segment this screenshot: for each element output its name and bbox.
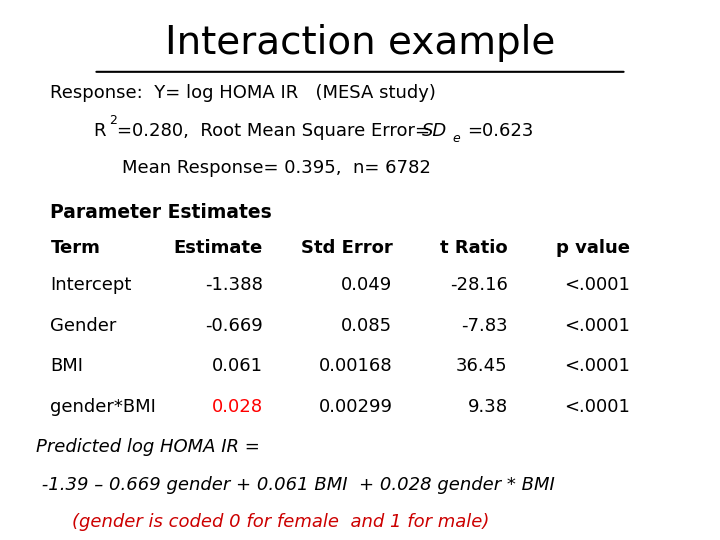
Text: 9.38: 9.38 <box>467 398 508 416</box>
Text: SD: SD <box>422 122 447 139</box>
Text: <.0001: <.0001 <box>564 276 630 294</box>
Text: Interaction example: Interaction example <box>165 24 555 62</box>
Text: 0.00168: 0.00168 <box>319 357 392 375</box>
Text: -28.16: -28.16 <box>450 276 508 294</box>
Text: -7.83: -7.83 <box>461 317 508 335</box>
Text: Gender: Gender <box>50 317 117 335</box>
Text: <.0001: <.0001 <box>564 398 630 416</box>
Text: -1.388: -1.388 <box>205 276 263 294</box>
Text: -1.39 – 0.669 gender + 0.061 BMI  + 0.028 gender * BMI: -1.39 – 0.669 gender + 0.061 BMI + 0.028… <box>36 476 554 494</box>
Text: 36.45: 36.45 <box>456 357 508 375</box>
Text: 2: 2 <box>109 114 117 127</box>
Text: 0.061: 0.061 <box>212 357 263 375</box>
Text: BMI: BMI <box>50 357 84 375</box>
Text: Predicted log HOMA IR =: Predicted log HOMA IR = <box>36 438 260 456</box>
Text: e: e <box>453 132 461 145</box>
Text: <.0001: <.0001 <box>564 317 630 335</box>
Text: 0.085: 0.085 <box>341 317 392 335</box>
Text: =0.280,  Root Mean Square Error=: =0.280, Root Mean Square Error= <box>117 122 431 139</box>
Text: Intercept: Intercept <box>50 276 132 294</box>
Text: Std Error: Std Error <box>301 239 392 256</box>
Text: Mean Response= 0.395,  n= 6782: Mean Response= 0.395, n= 6782 <box>122 159 431 177</box>
Text: (gender is coded 0 for female  and 1 for male): (gender is coded 0 for female and 1 for … <box>72 513 490 531</box>
Text: 0.049: 0.049 <box>341 276 392 294</box>
Text: -0.669: -0.669 <box>205 317 263 335</box>
Text: Term: Term <box>50 239 100 256</box>
Text: gender*BMI: gender*BMI <box>50 398 156 416</box>
Text: Estimate: Estimate <box>174 239 263 256</box>
Text: Parameter Estimates: Parameter Estimates <box>50 202 272 221</box>
Text: <.0001: <.0001 <box>564 357 630 375</box>
Text: 0.00299: 0.00299 <box>318 398 392 416</box>
Text: p value: p value <box>556 239 630 256</box>
Text: R: R <box>94 122 106 139</box>
Text: 0.028: 0.028 <box>212 398 263 416</box>
Text: =0.623: =0.623 <box>467 122 534 139</box>
Text: Response:  Y= log HOMA IR   (MESA study): Response: Y= log HOMA IR (MESA study) <box>50 84 436 102</box>
Text: t Ratio: t Ratio <box>440 239 508 256</box>
